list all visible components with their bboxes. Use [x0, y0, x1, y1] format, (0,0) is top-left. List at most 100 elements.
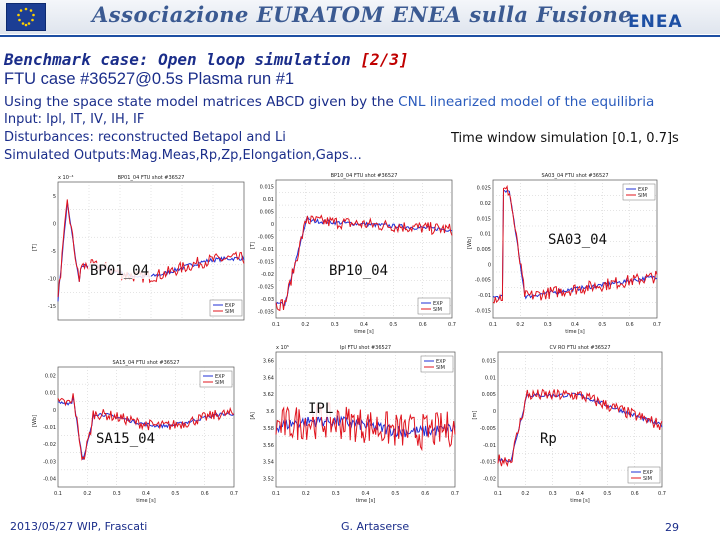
x-tick-label: 0.1 — [54, 491, 62, 497]
y-tick-label: 5 — [53, 194, 56, 200]
legend-box — [420, 355, 454, 373]
legend-sim-label: SIM — [225, 309, 234, 315]
x-tick-label: 0.3 — [544, 322, 552, 328]
y-axis-label: [T] — [32, 244, 38, 251]
series-sim — [57, 393, 235, 461]
page-number: 29 — [665, 521, 679, 534]
y-tick-label: -10 — [48, 277, 56, 283]
model-description-highlight: CNL linearized model of the equilibria — [398, 94, 655, 110]
plot-sa03-svg: SA03_04 FTU shot #36527 0.025 0.02 0.015 0.0… — [467, 173, 661, 335]
y-tick-label: -0.01 — [261, 247, 274, 253]
x-tick-label: 0.2 — [521, 491, 529, 497]
footer-date: 2013/05/27 WIP, Frascati — [10, 520, 148, 533]
y-tick-label: 0.01 — [263, 197, 274, 203]
plot-title: BP01_04 FTU shot #36527 — [118, 175, 185, 181]
x-tick-label: 0.6 — [419, 322, 427, 328]
y-tick-label: 3.58 — [263, 426, 274, 432]
plot-bp10: BP10_04 FTU shot #36527 0.015 0.01 0.005 0 -0… — [248, 168, 460, 336]
y-tick-label: 0.015 — [260, 184, 274, 190]
header-title: Associazione EURATOM ENEA sulla Fusione — [92, 2, 633, 27]
plot-bp10-svg: BP10_04 FTU shot #36527 0.015 0.01 0.005 0 -0… — [250, 173, 456, 335]
x-tick-label: 0.5 — [171, 491, 179, 497]
y-tick-label: -0.02 — [43, 442, 56, 448]
x-tick-label: 0.2 — [302, 491, 310, 497]
y-tick-label: 0.02 — [45, 374, 56, 380]
y-tick-label: -0.005 — [475, 278, 491, 284]
plot-sa15-svg: SA15_04 FTU shot #36527 0.02 0.01 0 -0.01 -0.… — [32, 360, 238, 504]
plot-scale: x 10⁻⁴ — [58, 175, 74, 181]
x-axis-label: time [s] — [565, 329, 584, 335]
y-tick-label: 0 — [493, 409, 496, 415]
plot-sa03: SA03_04 FTU shot #36527 0.025 0.02 0.015 0.0… — [465, 168, 665, 336]
legend-sim-label: SIM — [436, 365, 445, 371]
x-tick-label: 0.6 — [421, 491, 429, 497]
x-tick-label: 0.4 — [571, 322, 579, 328]
y-tick-label: 3.56 — [263, 443, 274, 449]
x-tick-label: 0.3 — [331, 322, 339, 328]
y-tick-label: -0.035 — [258, 310, 274, 316]
x-axis-label: time [s] — [136, 498, 155, 504]
disturbances-line: Disturbances: reconstructed Betapol and … — [4, 130, 286, 145]
plot-label-bp01: BP01_04 — [88, 263, 152, 279]
model-description-text: Using the space state model matrices ABC… — [4, 94, 399, 110]
slide-subtitle: FTU case #36527@0.5s Plasma run #1 — [4, 70, 295, 88]
y-tick-label: 0 — [488, 262, 491, 268]
plot-ipl-svg: Ipl FTU shot #36527 x 10⁵ 3.66 3.64 3.62 3.6 3… — [250, 345, 459, 504]
x-tick-label: 0.7 — [451, 491, 459, 497]
x-axis-label: time [s] — [570, 498, 589, 504]
plot-title: SA15_04 FTU shot #36527 — [112, 360, 179, 366]
y-tick-label: 3.6 — [266, 409, 274, 415]
y-tick-label: -0.01 — [43, 425, 56, 431]
y-tick-label: -0.02 — [483, 477, 496, 483]
x-tick-label: 0.5 — [389, 322, 397, 328]
y-tick-label: -15 — [48, 304, 56, 310]
slide-title-text: Benchmark case: Open loop simulation — [4, 50, 361, 69]
x-axis-label: time [s] — [356, 498, 375, 504]
x-tick-label: 0.7 — [658, 491, 666, 497]
legend-sim-label: SIM — [643, 476, 652, 482]
series-sim — [492, 184, 658, 304]
y-tick-label: -0.03 — [261, 297, 274, 303]
x-tick-label: 0.3 — [549, 491, 557, 497]
legend-sim-label: SIM — [215, 380, 224, 386]
y-tick-label: -0.015 — [475, 308, 491, 314]
eu-flag-icon — [6, 3, 46, 31]
plot-rp-svg: CV RO FTU shot #36527 0.015 0.01 0.005 0 -0.0… — [472, 345, 666, 504]
y-tick-label: 3.52 — [263, 477, 274, 483]
x-tick-label: 0.2 — [301, 322, 309, 328]
x-axis-label: time [s] — [354, 329, 373, 335]
y-tick-label: 0.015 — [482, 358, 496, 364]
y-tick-label: 0.025 — [477, 186, 491, 192]
plot-label-ipl: IPL — [306, 401, 336, 417]
model-description: Using the space state model matrices ABC… — [4, 94, 654, 110]
legend-exp-label: EXP — [643, 470, 653, 476]
y-tick-label: 0.005 — [477, 247, 491, 253]
y-tick-label: -0.03 — [43, 459, 56, 465]
x-tick-label: 0.7 — [230, 491, 238, 497]
y-tick-label: 0 — [53, 221, 56, 227]
x-tick-label: 0.6 — [626, 322, 634, 328]
y-tick-label: 0.02 — [480, 201, 491, 207]
y-tick-label: 0.005 — [482, 392, 496, 398]
header-divider — [0, 35, 720, 37]
x-tick-label: 0.5 — [598, 322, 606, 328]
plot-sa15: SA15_04 FTU shot #36527 0.02 0.01 0 -0.01 -0.… — [30, 355, 242, 505]
x-tick-label: 0.4 — [142, 491, 150, 497]
x-tick-label: 0.7 — [653, 322, 661, 328]
y-tick-label: -5 — [51, 249, 56, 255]
x-tick-label: 0.4 — [362, 491, 370, 497]
legend-box — [627, 466, 661, 484]
y-tick-label: 0 — [53, 408, 56, 414]
y-tick-label: -0.01 — [478, 293, 491, 299]
plot-label-rp: Rp — [538, 431, 559, 447]
x-tick-label: 0.5 — [603, 491, 611, 497]
x-tick-label: 0.1 — [272, 322, 280, 328]
plot-bp01-svg: BP01_04 FTU shot #36527 x 10⁻⁴ 5 0 -5 -10 -15 [… — [32, 175, 245, 321]
plot-title: CV RO FTU shot #36527 — [549, 345, 610, 351]
legend-exp-label: EXP — [433, 301, 443, 307]
y-axis-label: [T] — [250, 242, 256, 249]
legend-box — [622, 183, 656, 201]
y-tick-label: 3.54 — [263, 460, 274, 466]
y-tick-label: 0.005 — [260, 209, 274, 215]
header-banner — [0, 0, 720, 34]
